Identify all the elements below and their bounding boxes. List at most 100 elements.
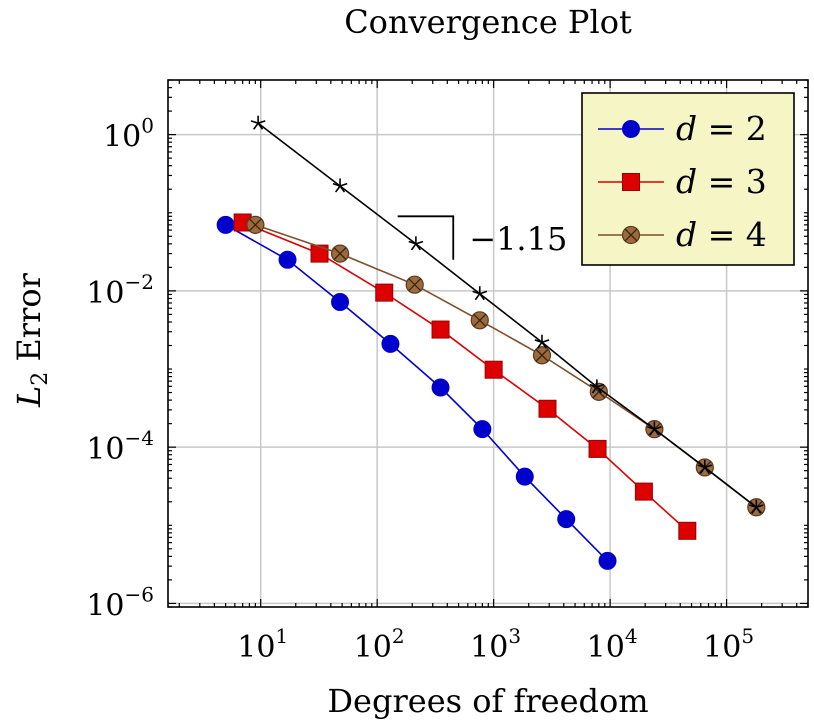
y-tick-label-base: 10 [86, 276, 124, 311]
legend-marker [622, 120, 640, 138]
y-tick-label: 10−2 [86, 270, 154, 311]
data-point [332, 178, 348, 193]
star-arm [250, 120, 259, 124]
data-point [557, 510, 576, 529]
star-arm [408, 240, 417, 245]
legend-label-var: d [676, 215, 697, 254]
star-arm [257, 120, 266, 124]
data-point [278, 250, 297, 269]
x-tick-label: 102 [354, 624, 405, 665]
data-point [472, 286, 488, 301]
legend: d = 2 d = 3 d = 4 [581, 92, 795, 266]
slope-triangle: −1.15 [397, 215, 567, 260]
legend-item: d = 3 [598, 162, 767, 201]
y-tick-label: 10−6 [86, 582, 154, 623]
series-reference [250, 115, 764, 514]
data-point [647, 421, 662, 436]
x-tick-label: 104 [587, 624, 638, 665]
y-axis-label-main: L [10, 386, 48, 408]
slope-label: −1.15 [469, 220, 567, 258]
star-arm [704, 464, 713, 469]
legend-box [581, 92, 795, 266]
y-tick-label-base: 10 [86, 588, 124, 623]
y-tick-label-exp: −6 [125, 582, 154, 606]
y-axis-label-rest: Error [10, 272, 48, 371]
data-point [330, 244, 350, 263]
x-tick-label-exp: 2 [392, 624, 405, 648]
marker-cross [624, 228, 638, 242]
star-arm [596, 383, 605, 388]
data-point [678, 521, 697, 540]
legend-label: d = 4 [676, 215, 767, 254]
legend-label: d = 3 [676, 162, 767, 201]
data-point [381, 334, 400, 353]
y-tick-label: 100 [103, 114, 154, 155]
y-tick-label-exp: −4 [125, 426, 154, 450]
series-group [216, 115, 766, 570]
x-tick-label-base: 10 [237, 630, 275, 665]
marker-cross [535, 348, 549, 362]
data-point [634, 482, 653, 501]
legend-label-op: = [697, 109, 746, 148]
star-arm [536, 341, 543, 349]
legend-label-val: 2 [746, 109, 767, 148]
star-arm [699, 466, 706, 474]
data-point [331, 293, 350, 312]
data-point [431, 378, 450, 397]
star-arm [751, 506, 757, 514]
data-point [375, 283, 394, 302]
slope-triangle-lines [397, 215, 455, 260]
x-tick-label-exp: 4 [625, 624, 638, 648]
star-arm [647, 426, 655, 430]
legend-label-val: 3 [746, 162, 767, 201]
data-point [246, 215, 265, 234]
data-point [515, 467, 534, 486]
star-arm [534, 339, 543, 344]
series-line [225, 224, 609, 562]
star-arm [253, 122, 259, 130]
star-arm [649, 428, 656, 436]
y-axis-label-sub: 2 [28, 372, 53, 386]
x-tick-label-base: 10 [703, 630, 741, 665]
data-point [589, 382, 608, 401]
y-axis-label: L2 Error [10, 272, 53, 408]
marker-cross [408, 278, 422, 292]
star-arm [479, 293, 485, 301]
x-tick-label-base: 10 [470, 630, 508, 665]
marker-cross [248, 218, 262, 232]
legend-label-op: = [697, 215, 746, 254]
data-point [431, 320, 450, 339]
data-point [538, 399, 557, 418]
legend-label-val: 4 [746, 215, 767, 254]
x-tick-label-exp: 3 [508, 624, 521, 648]
star-arm [415, 243, 421, 251]
x-tick-label-base: 10 [354, 630, 392, 665]
y-tick-label-exp: −2 [125, 270, 154, 294]
x-tick-label-base: 10 [587, 630, 625, 665]
star-arm [541, 339, 550, 344]
star-arm [339, 185, 346, 193]
star-arm [541, 341, 548, 349]
data-point [534, 334, 550, 349]
star-arm [596, 386, 602, 394]
legend-item: d = 2 [598, 109, 767, 148]
x-tick-label: 105 [703, 624, 754, 665]
legend-item: d = 4 [598, 215, 767, 254]
star-arm [479, 290, 488, 295]
data-point [748, 499, 764, 514]
star-arm [697, 464, 706, 469]
chart-title: Convergence Plot [344, 3, 632, 41]
star-arm [257, 122, 264, 130]
star-arm [472, 290, 481, 295]
star-arm [748, 504, 757, 509]
star-arm [334, 185, 341, 193]
x-tick-label-exp: 5 [741, 624, 754, 648]
data-point [473, 420, 492, 439]
star-arm [339, 182, 348, 187]
star-arm [591, 386, 598, 394]
star-arm [704, 466, 710, 474]
y-tick-label-exp: 0 [141, 114, 154, 138]
